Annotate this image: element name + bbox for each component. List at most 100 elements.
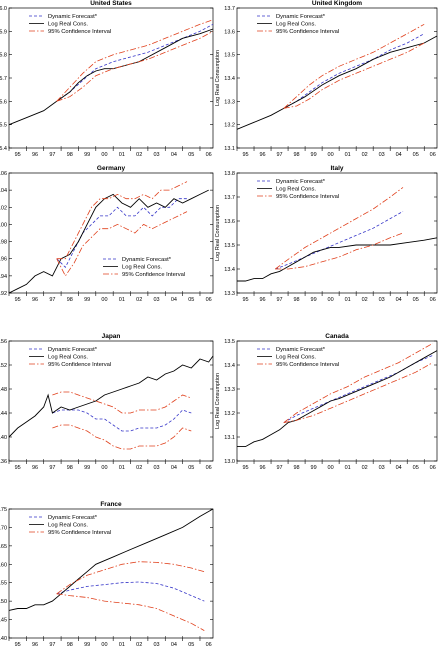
plot-frame <box>8 172 214 294</box>
chart-title: Canada <box>325 333 349 340</box>
y-tick-label: 15.9 <box>0 29 7 35</box>
y-tick-label: 13.98 <box>0 240 7 246</box>
actual-series-line <box>8 355 214 438</box>
x-tick-label: 95 <box>242 465 248 471</box>
x-tick-label: 99 <box>311 152 317 158</box>
chart-panel-5: Canada 13.0 13.1 13.2 13.3 13.4 13.5 95 96 97 98 99… <box>215 333 438 471</box>
x-tick-label: 04 <box>171 297 177 303</box>
y-axis-label: Log Real Consumption <box>215 373 221 429</box>
y-tick-label: 19.36 <box>0 459 7 465</box>
x-tick-label: 04 <box>396 297 402 303</box>
y-tick-label: 16.0 <box>0 6 7 12</box>
x-tick-label: 00 <box>328 465 334 471</box>
ci-lower-line <box>56 30 214 102</box>
y-tick-label: 19.56 <box>0 339 7 345</box>
x-tick-label: 01 <box>345 297 351 303</box>
y-tick-label: 13.5 <box>224 243 235 249</box>
x-tick-label: 02 <box>136 642 142 648</box>
x-tick-label: 01 <box>119 152 125 158</box>
x-tick-label: 02 <box>136 297 142 303</box>
y-tick-label: 13.8 <box>224 171 235 177</box>
plot-frame <box>236 172 438 294</box>
x-tick-label: 04 <box>396 465 402 471</box>
x-tick-label: 99 <box>84 465 90 471</box>
y-tick-label: 15.8 <box>0 53 7 59</box>
legend-label-actual: Log Real Cons. <box>48 523 88 529</box>
chart-panel-0: United States 15.4 15.5 15.6 15.7 15.8 15.9 16.… <box>0 0 214 158</box>
x-tick-label: 96 <box>32 642 38 648</box>
legend-label-forecast: Dynamic Forecast* <box>48 14 98 20</box>
actual-series-line <box>8 28 214 126</box>
legend-label-actual: Log Real Cons. <box>276 22 316 28</box>
legend-label-forecast: Dynamic Forecast* <box>276 347 326 353</box>
x-tick-label: 01 <box>119 465 125 471</box>
x-tick-label: 97 <box>49 465 55 471</box>
x-tick-label: 01 <box>345 152 351 158</box>
y-tick-label: 13.65 <box>0 544 7 550</box>
legend-label-forecast: Dynamic Forecast* <box>122 257 172 263</box>
chart-title: Germany <box>97 165 126 172</box>
x-tick-label: 95 <box>15 152 21 158</box>
legend-label-ci: 95% Confidence Interval <box>276 29 339 35</box>
x-tick-label: 01 <box>119 642 125 648</box>
y-tick-label: 13.3 <box>224 387 235 393</box>
x-tick-label: 00 <box>328 297 334 303</box>
ci-upper-line <box>56 181 188 260</box>
x-tick-label: 97 <box>276 152 282 158</box>
forecast-series-line <box>52 409 192 432</box>
y-tick-label: 13.3 <box>224 291 235 297</box>
y-tick-label: 19.52 <box>0 363 7 369</box>
chart-panel-1: United Kingdom 13.1 13.2 13.3 13.4 13.5 13.6 13… <box>215 0 438 158</box>
y-tick-label: 13.40 <box>0 636 7 642</box>
y-tick-label: 13.92 <box>0 291 7 297</box>
actual-series-line <box>237 350 438 448</box>
legend-label-ci: 95% Confidence Interval <box>122 272 185 278</box>
x-tick-label: 97 <box>49 297 55 303</box>
y-tick-label: 13.70 <box>0 525 7 531</box>
x-tick-label: 05 <box>188 297 194 303</box>
ci-lower-line <box>52 424 192 450</box>
x-tick-label: 96 <box>32 152 38 158</box>
y-tick-label: 13.45 <box>0 618 7 624</box>
x-tick-label: 02 <box>362 297 368 303</box>
y-tick-label: 13.55 <box>0 581 7 587</box>
x-tick-label: 03 <box>154 297 160 303</box>
x-tick-label: 96 <box>32 465 38 471</box>
y-tick-label: 13.2 <box>224 411 235 417</box>
plot-frame <box>8 508 214 639</box>
y-axis-label: Log Real Consumption <box>215 205 221 261</box>
x-tick-label: 97 <box>49 152 55 158</box>
x-tick-label: 04 <box>396 152 402 158</box>
x-tick-label: 03 <box>379 465 385 471</box>
ci-upper-line <box>275 187 404 270</box>
x-tick-label: 95 <box>242 152 248 158</box>
y-tick-label: 13.1 <box>224 435 235 441</box>
x-tick-label: 95 <box>242 297 248 303</box>
y-tick-label: 13.96 <box>0 257 7 263</box>
x-tick-label: 02 <box>362 152 368 158</box>
chart-panel-3: Italy 13.3 13.4 13.5 13.6 13.7 13.8 95 96 97 98 99 0… <box>215 165 438 303</box>
x-tick-label: 97 <box>276 297 282 303</box>
x-tick-label: 98 <box>294 152 300 158</box>
y-tick-label: 13.4 <box>224 267 235 273</box>
legend-label-forecast: Dynamic Forecast* <box>48 347 98 353</box>
x-tick-label: 03 <box>154 465 160 471</box>
chart-title: France <box>100 501 122 508</box>
x-tick-label: 06 <box>206 297 212 303</box>
x-tick-label: 97 <box>276 465 282 471</box>
y-tick-label: 15.5 <box>0 123 7 129</box>
x-tick-label: 95 <box>15 642 21 648</box>
actual-series-line <box>236 35 438 130</box>
x-tick-label: 01 <box>345 465 351 471</box>
plot-frame <box>236 340 438 462</box>
ci-upper-line <box>283 343 433 423</box>
x-tick-label: 06 <box>430 152 436 158</box>
actual-series-line <box>237 237 438 282</box>
ci-upper-line <box>52 391 192 414</box>
y-tick-label: 13.4 <box>224 363 235 369</box>
y-tick-label: 13.6 <box>224 219 235 225</box>
y-tick-label: 19.44 <box>0 411 7 417</box>
chart-panel-2: Germany 13.92 13.94 13.96 13.98 14.00 14.02 14.… <box>0 165 214 303</box>
y-tick-label: 19.48 <box>0 387 7 393</box>
x-tick-label: 99 <box>84 297 90 303</box>
